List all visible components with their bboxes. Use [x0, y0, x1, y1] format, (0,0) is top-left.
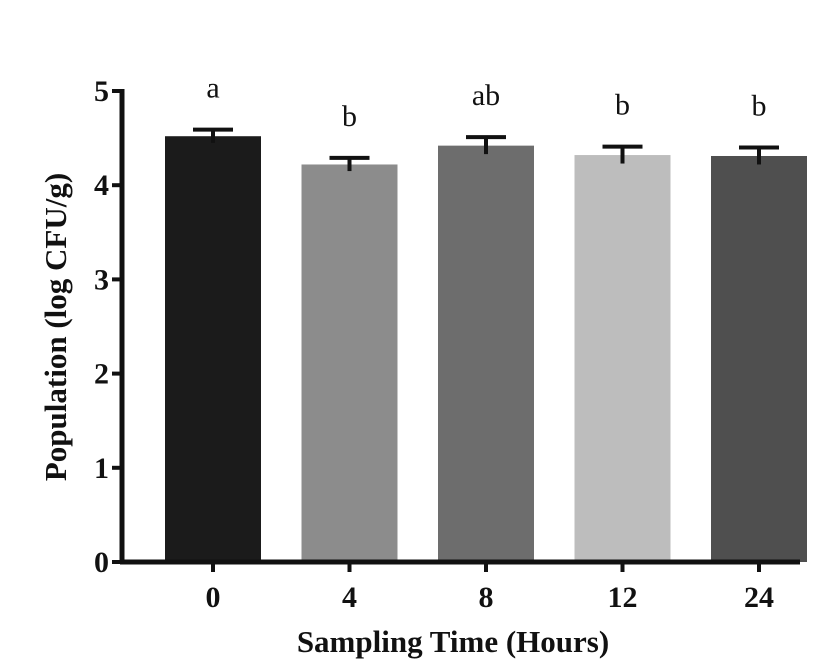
- axes-layer: [119, 89, 800, 565]
- y-axis-title: Population (log CFU/g): [38, 173, 73, 481]
- x-tick-label: 4: [342, 581, 357, 614]
- y-tick-label: 5: [94, 75, 109, 108]
- bar-12: [574, 155, 671, 562]
- significance-label-12: b: [615, 89, 630, 122]
- x-tick-label: 0: [206, 581, 221, 614]
- x-tick-label: 8: [479, 581, 494, 614]
- y-ticks-layer: 0 1 2 3 4 5: [94, 75, 122, 579]
- bars-layer: [165, 136, 807, 563]
- significance-label-8: ab: [472, 79, 500, 112]
- x-axis-title: Sampling Time (Hours): [297, 624, 609, 659]
- y-tick-label: 4: [94, 169, 109, 202]
- bar-8: [438, 145, 534, 563]
- significance-label-0: a: [206, 72, 219, 105]
- significance-label-24: b: [752, 90, 767, 123]
- y-tick-label: 2: [94, 358, 109, 391]
- x-tick-label: 24: [744, 581, 774, 614]
- bar-4: [301, 164, 398, 562]
- y-tick-label: 3: [94, 263, 109, 296]
- y-tick-label: 0: [94, 546, 109, 579]
- x-ticks-layer: 0 4 8 12 24: [206, 562, 774, 614]
- x-tick-label: 12: [608, 581, 638, 614]
- bar-0: [165, 136, 261, 562]
- y-tick-label: 1: [94, 452, 109, 485]
- error-bars-layer: [193, 127, 779, 172]
- significance-label-4: b: [342, 100, 357, 133]
- bar-24: [711, 155, 807, 563]
